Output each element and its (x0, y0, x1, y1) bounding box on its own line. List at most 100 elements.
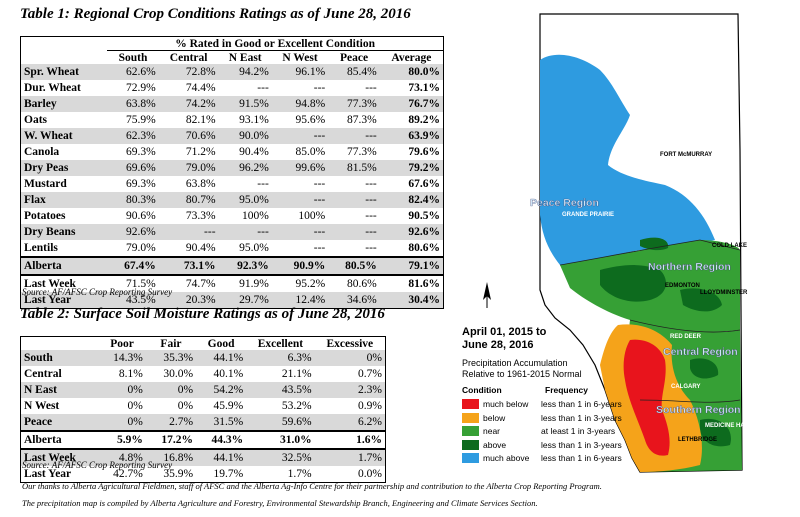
table2-cell: 31.5% (196, 414, 247, 431)
table1-row-label: Spr. Wheat (20, 64, 108, 80)
table1-super-header: % Rated in Good or Excellent Condition (107, 36, 444, 51)
table1-cell: 96.2% (218, 160, 272, 176)
table2-cell: 54.2% (196, 382, 247, 398)
legend-condition-header: Condition (462, 385, 502, 395)
table1-cell: --- (365, 177, 377, 190)
city-edmonton: EDMONTON (665, 283, 700, 289)
table1-cell: 62.6% (107, 64, 159, 80)
table1-col-header: N West (282, 51, 318, 64)
legend-row: near at least 1 in 3-years (462, 426, 615, 436)
table2-cell: 21.1% (281, 367, 312, 380)
table2-cell: 16.8% (145, 448, 197, 466)
table2-row-label: N East (20, 382, 99, 398)
map-subtitle: Precipitation Accumulation Relative to 1… (462, 358, 582, 380)
table1-cell: 95.0% (239, 241, 269, 254)
table1-cell: 76.7% (379, 96, 444, 112)
table1-cell: 67.4% (107, 256, 159, 275)
table1-cell: --- (328, 224, 380, 240)
soil-moisture-table: Poor Fair Good Excellent Excessive South 14.3… (20, 336, 386, 483)
table1-col-header: Central (169, 51, 208, 64)
table1-row: Potatoes 90.6% 73.3% 100% 100% --- 90.5% (21, 208, 444, 224)
map-date-line2: June 28, 2016 (462, 339, 534, 351)
table1-cell: 79.0% (126, 241, 156, 254)
table1-cell: 12.4% (271, 292, 329, 309)
table1-row-label: Flax (20, 192, 108, 208)
legend-condition: above (483, 439, 507, 450)
table2-cell: 43.5% (246, 382, 315, 398)
table2-row: South 14.3% 35.3% 44.1% 6.3% 0% (20, 350, 386, 366)
table2-source: Source: AF/AFSC Crop Reporting Survey (22, 460, 173, 470)
table2-cell: 19.7% (213, 467, 244, 480)
table2-cell: 30.0% (163, 367, 194, 380)
table2-row-label: Last Week (20, 448, 99, 466)
table1-row-label: Potatoes (24, 209, 66, 222)
table2-cell: 2.7% (145, 414, 197, 431)
table2-cell: 40.1% (213, 367, 244, 380)
footer-thanks: Our thanks to Alberta Agricultural Field… (22, 481, 602, 491)
south-above-patches (690, 358, 731, 447)
legend-swatch (462, 412, 479, 423)
legend-row: above less than 1 in 3-years (462, 439, 622, 450)
table1-row-label: Mustard (24, 177, 67, 190)
table1-cell: 99.6% (271, 160, 329, 176)
table1-cell: 74.2% (158, 96, 219, 112)
table1-row-label: Dry Beans (20, 224, 108, 240)
table1-cell: 100% (241, 209, 269, 222)
table1-cell: 90.9% (271, 256, 329, 275)
map-subtitle-line1: Precipitation Accumulation (462, 358, 568, 368)
table1-col-header: South (118, 51, 148, 64)
legend-swatch (462, 399, 479, 409)
table1-title: Table 1: Regional Crop Conditions Rating… (20, 6, 411, 22)
table1-cell: --- (365, 241, 377, 254)
table1-cell: 95.2% (271, 274, 329, 292)
region-borders (559, 239, 741, 403)
table1-row: Dur. Wheat 72.9% 74.4% --- --- --- 73.1% (21, 80, 444, 96)
table2-cell: 31.0% (246, 430, 315, 449)
table1-cell: 80.5% (328, 256, 380, 275)
table1-cell: 81.5% (328, 160, 380, 176)
peace-much-above-area (540, 54, 715, 265)
table2-cell: 6.3% (246, 350, 315, 366)
table2-body: South 14.3% 35.3% 44.1% 6.3% 0% Central 8.1% 30.… (20, 350, 386, 483)
table2-cell: 1.6% (314, 430, 386, 449)
legend-condition: much below (483, 399, 529, 409)
table2-cell: 35.9% (163, 467, 194, 480)
table2-cell: 4.8% (98, 448, 146, 466)
table1-cell: 79.2% (379, 160, 444, 176)
table2-cell: 5.9% (98, 430, 146, 449)
city-cold-lake: COLD LAKE (712, 243, 747, 249)
table2-cell: 44.1% (196, 448, 247, 466)
table1-row: Spr. Wheat 62.6% 72.8% 94.2% 96.1% 85.4% 80.0% (20, 64, 444, 80)
table2-cell: 45.9% (213, 399, 244, 412)
table1-row-label: W. Wheat (20, 128, 108, 144)
table1-cell: 81.6% (379, 274, 444, 292)
table2-cell: 35.3% (145, 350, 197, 366)
table1-cell: 82.4% (379, 192, 444, 208)
table1-cell: 85.0% (295, 145, 326, 158)
table1-cell: 73.3% (185, 209, 216, 222)
legend-frequency-header: Frequency (545, 385, 588, 395)
table1-cell: 87.3% (347, 113, 377, 126)
table1-row-label: Alberta (20, 256, 108, 275)
table1-row: Dry Beans 92.6% --- --- --- --- 92.6% (20, 224, 444, 240)
table1-cell: 63.9% (379, 128, 444, 144)
table1-cell: 90.5% (408, 209, 440, 222)
legend-condition: near (483, 426, 501, 436)
table1-cell: 80.0% (379, 64, 444, 80)
table1-row-label: Oats (24, 113, 47, 126)
table1-body: Spr. Wheat 62.6% 72.8% 94.2% 96.1% 85.4% 80.0%… (20, 64, 444, 309)
table1-row: Flax 80.3% 80.7% 95.0% --- --- 82.4% (20, 192, 444, 208)
table1-cell: 77.3% (328, 96, 380, 112)
table1-cell: 96.1% (271, 64, 329, 80)
table1-row: Dry Peas 69.6% 79.0% 96.2% 99.6% 81.5% 79.2% (20, 160, 444, 176)
north-arrow-icon (483, 282, 491, 308)
table2-col-header: Fair (160, 337, 182, 350)
table1-cell: --- (313, 177, 326, 190)
legend-condition: much above (483, 453, 530, 463)
table1-row-label: Dry Peas (20, 160, 108, 176)
table1-cell: 69.3% (126, 145, 156, 158)
table1-cell: 77.3% (347, 145, 377, 158)
table1-cell: --- (271, 128, 329, 144)
legend-swatch (462, 453, 479, 463)
table1-cell: 73.1% (158, 256, 219, 275)
